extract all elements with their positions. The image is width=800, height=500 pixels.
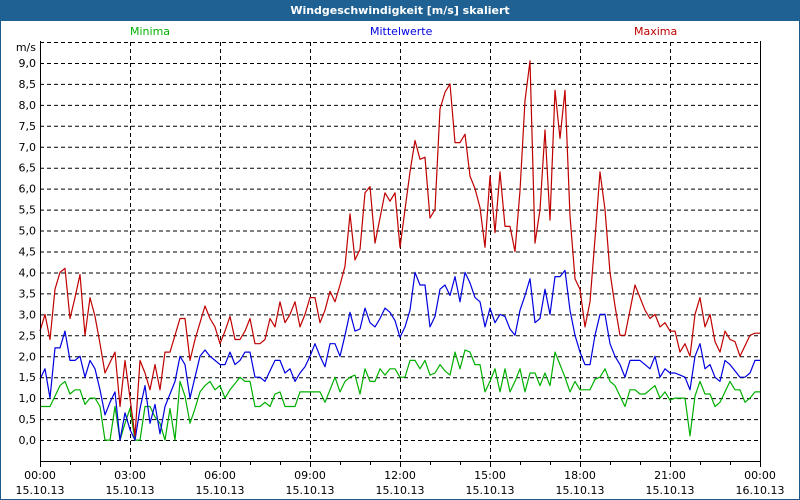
y-tick-label: 5,5 <box>19 204 37 217</box>
y-tick-label: 2,0 <box>19 350 37 363</box>
y-tick-label: 6,0 <box>19 183 37 196</box>
x-tick-date-label: 16.10.13 <box>736 484 785 497</box>
chart-title: Windgeschwindigkeit [m/s] skaliert <box>0 0 800 21</box>
legend-minima: Minima <box>130 25 171 38</box>
y-tick-label: 7,0 <box>19 141 37 154</box>
x-tick-date-label: 15.10.13 <box>466 484 515 497</box>
y-tick-label: 3,0 <box>19 308 37 321</box>
y-tick-label: 9,0 <box>19 57 37 70</box>
x-tick-time-label: 15:00 <box>474 469 506 482</box>
x-tick-time-label: 00:00 <box>744 469 776 482</box>
series-line-minima <box>40 349 760 441</box>
y-tick-label: 8,5 <box>19 78 37 91</box>
series-line-maxima <box>39 60 760 437</box>
x-tick-time-label: 06:00 <box>204 469 236 482</box>
x-tick-time-label: 12:00 <box>384 469 416 482</box>
x-tick-time-label: 21:00 <box>654 469 686 482</box>
y-tick-label: 1,0 <box>19 392 37 405</box>
legend-mittelwerte: Mittelwerte <box>370 25 433 38</box>
series-line-mittelwerte <box>39 269 760 441</box>
x-tick-time-label: 00:00 <box>24 469 56 482</box>
x-tick-date-label: 15.10.13 <box>286 484 335 497</box>
x-tick-time-label: 09:00 <box>294 469 326 482</box>
x-tick-date-label: 15.10.13 <box>376 484 425 497</box>
y-tick-label: 5,0 <box>19 225 37 238</box>
y-tick-label: 3,5 <box>19 287 37 300</box>
x-tick-date-label: 15.10.13 <box>106 484 155 497</box>
y-tick-label: 4,0 <box>19 266 37 279</box>
y-tick-label: 1,5 <box>19 371 37 384</box>
x-tick-time-label: 18:00 <box>564 469 596 482</box>
legend-maxima: Maxima <box>634 25 678 38</box>
y-tick-label: 7,5 <box>19 120 37 133</box>
y-tick-label: 0,0 <box>19 434 37 447</box>
y-tick-label: 8,0 <box>19 99 37 112</box>
x-tick-date-label: 15.10.13 <box>16 484 65 497</box>
y-tick-label: 6,5 <box>19 162 37 175</box>
x-tick-date-label: 15.10.13 <box>556 484 605 497</box>
y-tick-label: 4,5 <box>19 246 37 259</box>
y-axis-unit-label: m/s <box>16 41 36 54</box>
x-tick-date-label: 15.10.13 <box>196 484 245 497</box>
x-tick-time-label: 03:00 <box>114 469 146 482</box>
y-tick-label: 2,5 <box>19 329 37 342</box>
x-tick-date-label: 15.10.13 <box>646 484 695 497</box>
y-tick-label: 0,5 <box>19 413 37 426</box>
